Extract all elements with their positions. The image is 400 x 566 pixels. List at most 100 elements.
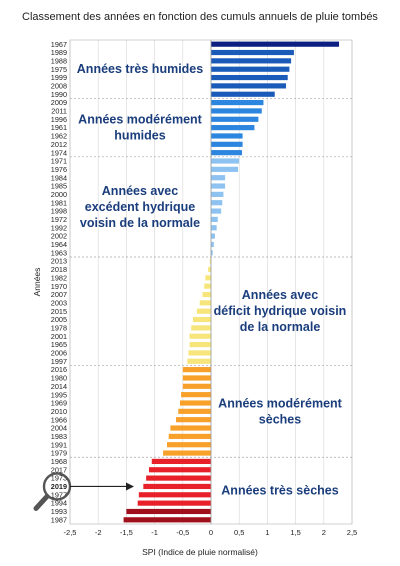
year-label-1966: 1966 xyxy=(51,415,67,424)
year-label-1973: 1973 xyxy=(51,474,67,483)
x-tick-label: 1,5 xyxy=(290,528,300,537)
bar-2017 xyxy=(148,467,211,473)
group-label: Années modérément xyxy=(218,396,342,410)
year-label-1985: 1985 xyxy=(51,182,67,191)
bar-1992 xyxy=(211,225,217,231)
bar-1995 xyxy=(181,392,211,398)
group-label: Années très humides xyxy=(77,62,203,76)
bar-2014 xyxy=(182,383,211,389)
bar-1974 xyxy=(211,150,243,156)
bar-2013 xyxy=(209,258,211,264)
year-label-1964: 1964 xyxy=(51,240,67,249)
year-label-2004: 2004 xyxy=(51,424,67,433)
bar-1997 xyxy=(187,358,211,364)
year-label-1993: 1993 xyxy=(51,507,67,516)
x-tick-label: 2,5 xyxy=(347,528,357,537)
bar-1998 xyxy=(211,208,222,214)
bar-2002 xyxy=(211,233,215,239)
year-label-2009: 2009 xyxy=(51,98,67,107)
group-label: sèches xyxy=(259,412,301,426)
bar-1966 xyxy=(176,417,211,423)
x-tick-label: 0 xyxy=(209,528,213,537)
bar-1963 xyxy=(211,250,213,256)
year-label-2012: 2012 xyxy=(51,140,67,149)
year-label-2016: 2016 xyxy=(51,365,67,374)
year-label-1987: 1987 xyxy=(51,515,67,524)
bar-2003 xyxy=(199,300,211,306)
year-label-1988: 1988 xyxy=(51,56,67,65)
bar-2007 xyxy=(202,291,211,298)
group-label: de la normale xyxy=(240,320,321,334)
bar-2016 xyxy=(182,367,211,373)
bar-1968 xyxy=(151,458,211,465)
year-label-1976: 1976 xyxy=(51,165,67,174)
x-tick-label: -1,5 xyxy=(120,528,133,537)
year-label-2017: 2017 xyxy=(51,465,67,474)
bar-1980 xyxy=(182,375,211,381)
bar-1994 xyxy=(137,500,211,506)
bar-1971 xyxy=(211,158,240,164)
bar-2008 xyxy=(211,83,287,89)
group-label: Années avec xyxy=(102,184,178,198)
year-label-1970: 1970 xyxy=(51,282,67,291)
year-label-1996: 1996 xyxy=(51,115,67,124)
year-label-1989: 1989 xyxy=(51,48,67,57)
year-label-1977: 1977 xyxy=(51,490,67,499)
bar-1975 xyxy=(211,66,290,72)
year-labels: 1967198919881975199920081990200920111996… xyxy=(51,40,67,525)
bar-2010 xyxy=(178,408,211,414)
bar-2011 xyxy=(211,108,262,114)
year-label-1991: 1991 xyxy=(51,440,67,449)
x-tick-label: 2 xyxy=(322,528,326,537)
year-label-2011: 2011 xyxy=(51,107,67,116)
group-label: Années modérément xyxy=(78,113,202,127)
bar-1991 xyxy=(167,442,211,448)
group-label: Années avec xyxy=(242,288,318,302)
year-label-1992: 1992 xyxy=(51,223,67,232)
year-label-2014: 2014 xyxy=(51,382,67,391)
bar-2006 xyxy=(188,350,211,356)
group-label: humides xyxy=(114,129,165,143)
bar-1961 xyxy=(211,125,255,131)
x-tick-label: -2 xyxy=(95,528,102,537)
bar-1985 xyxy=(211,183,226,189)
year-label-2001: 2001 xyxy=(51,332,67,341)
year-label-1994: 1994 xyxy=(51,499,67,508)
year-label-2005: 2005 xyxy=(51,315,67,324)
year-label-2018: 2018 xyxy=(51,265,67,274)
x-tick-label: -1 xyxy=(151,528,158,537)
year-label-2013: 2013 xyxy=(51,257,67,266)
bar-1999 xyxy=(211,74,288,81)
bar-1962 xyxy=(211,133,243,139)
year-label-1971: 1971 xyxy=(51,157,67,166)
bar-2004 xyxy=(170,425,211,431)
bar-2012 xyxy=(211,141,243,147)
bar-1970 xyxy=(204,283,211,289)
bars xyxy=(123,41,340,523)
bar-1981 xyxy=(211,200,223,206)
x-tick-label: -0,5 xyxy=(176,528,189,537)
year-label-1978: 1978 xyxy=(51,323,67,332)
year-label-1995: 1995 xyxy=(51,390,67,399)
year-label-1983: 1983 xyxy=(51,432,67,441)
bar-1993 xyxy=(126,508,211,515)
year-label-2019: 2019 xyxy=(51,482,67,491)
year-label-1980: 1980 xyxy=(51,374,67,383)
year-label-1972: 1972 xyxy=(51,215,67,224)
year-label-1967: 1967 xyxy=(51,40,67,49)
group-label: Années très sèches xyxy=(221,484,338,498)
year-label-2002: 2002 xyxy=(51,232,67,241)
year-label-1990: 1990 xyxy=(51,90,67,99)
bar-1989 xyxy=(211,49,294,56)
x-tick-label: 1 xyxy=(265,528,269,537)
year-label-2003: 2003 xyxy=(51,298,67,307)
year-label-1962: 1962 xyxy=(51,132,67,141)
year-label-1999: 1999 xyxy=(51,73,67,82)
year-label-1974: 1974 xyxy=(51,148,67,157)
bar-1967 xyxy=(211,41,340,47)
year-label-1979: 1979 xyxy=(51,449,67,458)
year-label-2008: 2008 xyxy=(51,81,67,90)
bar-1983 xyxy=(168,433,211,439)
highlight-marker xyxy=(33,472,134,511)
year-label-1961: 1961 xyxy=(51,123,67,132)
